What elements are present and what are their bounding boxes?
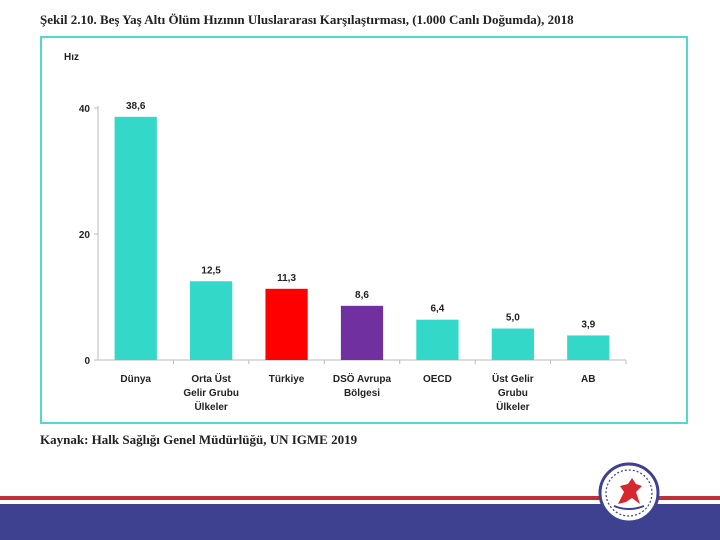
figure-title: Şekil 2.10. Beş Yaş Altı Ölüm Hızının Ul… xyxy=(40,12,574,27)
x-tick-label: AB xyxy=(581,374,595,385)
university-seal-icon xyxy=(598,462,660,524)
footer-band xyxy=(0,504,720,540)
bar xyxy=(265,288,308,360)
bar-chart: Hız 0 20 40 38,6 Dünya 12,5 Orta Üst Gelir Grubu… xyxy=(64,52,627,413)
data-label: 8,6 xyxy=(355,290,369,301)
bar xyxy=(340,305,384,360)
data-label: 3,9 xyxy=(581,319,595,330)
x-tick-label: OECD xyxy=(423,374,452,385)
data-label: 11,3 xyxy=(277,273,296,284)
data-label: 6,4 xyxy=(430,304,444,315)
x-tick-label: Türkiye xyxy=(269,374,305,385)
x-tick-label: Üst Gelir Grubu Ülkeler xyxy=(492,372,534,413)
bar xyxy=(114,116,157,360)
x-tick-label: DSÖ Avrupa Bölgesi xyxy=(333,372,392,399)
data-label: 38,6 xyxy=(126,101,146,112)
source-note: Kaynak: Halk Sağlığı Genel Müdürlüğü, UN… xyxy=(40,432,358,447)
y-axis-label: Hız xyxy=(64,52,79,63)
y-tick-label: 20 xyxy=(79,230,91,241)
x-tick-label: Dünya xyxy=(120,374,151,385)
bar xyxy=(567,335,610,360)
x-tick-label: Orta Üst Gelir Grubu Ülkeler xyxy=(183,372,239,413)
bar xyxy=(416,319,459,360)
y-tick-label: 40 xyxy=(79,104,91,115)
y-tick-label: 0 xyxy=(84,356,90,367)
bar xyxy=(190,281,233,360)
footer-red-line xyxy=(0,496,720,500)
data-label: 12,5 xyxy=(201,265,221,276)
bar xyxy=(491,328,534,360)
data-label: 5,0 xyxy=(506,313,520,324)
chart-frame: Hız 0 20 40 38,6 Dünya 12,5 Orta Üst Gelir Grubu… xyxy=(40,36,688,424)
